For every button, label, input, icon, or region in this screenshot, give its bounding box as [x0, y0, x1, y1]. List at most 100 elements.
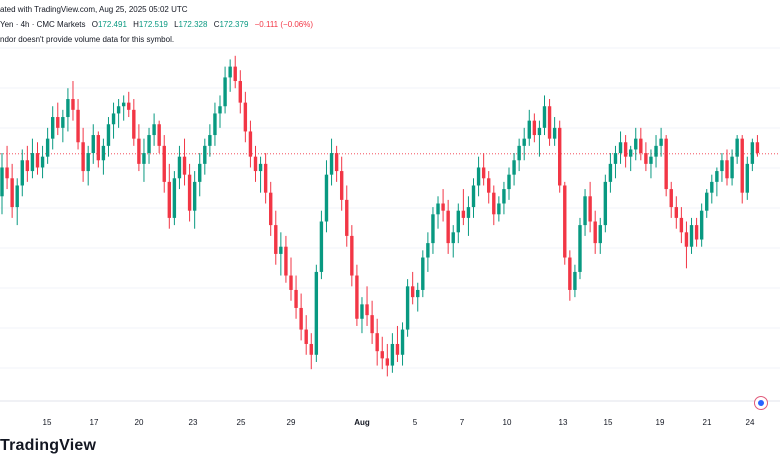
candle-body [309, 343, 313, 355]
candle [233, 55, 237, 89]
candle-body [101, 145, 106, 161]
candle [618, 131, 623, 164]
candle [0, 153, 4, 215]
candle [492, 185, 496, 226]
close-label: C [213, 20, 220, 29]
candle [203, 138, 207, 175]
candle [360, 297, 364, 334]
x-tick-label: 15 [604, 418, 613, 427]
candle-body [111, 113, 116, 125]
header-line-1: ated with TradingView.com, Aug 25, 2025 … [0, 5, 188, 14]
candle [269, 181, 273, 236]
candle-body [91, 135, 95, 154]
x-tick-label: 29 [287, 418, 296, 427]
candle-body [679, 217, 684, 233]
candle-body [588, 196, 592, 222]
candle [319, 210, 324, 280]
candle-body [618, 142, 623, 154]
x-tick-label: Aug [354, 418, 370, 427]
candle-body [613, 153, 618, 164]
candle-body [684, 232, 689, 247]
candle-body [248, 131, 253, 157]
candle-body [705, 192, 709, 211]
candle [339, 156, 344, 211]
candle-body [639, 138, 643, 154]
candle [608, 153, 613, 193]
candle-body [750, 142, 755, 164]
candle-body [192, 181, 197, 211]
candle [51, 106, 55, 150]
candle [91, 124, 95, 164]
candle-body [106, 124, 111, 146]
candle-body [279, 246, 283, 254]
candle [598, 217, 602, 254]
candle-body [502, 189, 506, 204]
x-tick-label: 13 [559, 418, 568, 427]
candle [375, 318, 379, 366]
candle-body [187, 174, 192, 211]
candle [654, 135, 658, 168]
symbol-info[interactable]: Yen · 4h · CMC Markets [0, 20, 86, 29]
candle [309, 333, 313, 370]
candle-body [116, 106, 121, 114]
x-tick-label: 15 [43, 418, 52, 427]
candle-body [517, 145, 521, 161]
candle [56, 102, 60, 136]
candle [476, 156, 481, 197]
candle-body [263, 163, 268, 193]
candle [76, 99, 80, 150]
candle [152, 113, 156, 146]
candle [208, 124, 212, 157]
candle-body [233, 66, 237, 82]
candle [441, 189, 445, 222]
candle [542, 95, 547, 136]
candle-body [725, 160, 729, 179]
candle [365, 286, 369, 326]
avatar-dot [757, 399, 764, 406]
candle-body [86, 153, 90, 172]
symbol-legend[interactable]: Yen · 4h · CMC Markets O172.491 H172.519… [0, 20, 313, 29]
candle [487, 171, 491, 204]
candle-body [740, 138, 744, 193]
candle [563, 181, 567, 265]
candle [628, 145, 633, 172]
candle-body [654, 145, 658, 157]
low-label: L [174, 20, 179, 29]
x-tick-label: 19 [656, 418, 665, 427]
candle [705, 189, 709, 218]
candle-body [634, 138, 638, 150]
candle-body [481, 167, 486, 179]
avatar-icon[interactable] [754, 396, 768, 410]
candle [593, 210, 597, 254]
candle-body [471, 185, 476, 208]
candle [725, 149, 729, 186]
candle-body [152, 124, 156, 136]
candle-body [274, 225, 278, 254]
candle [436, 196, 440, 229]
volume-note-text: ndor doesn't provide volume data for thi… [0, 35, 175, 44]
candle [497, 196, 501, 222]
candle [395, 325, 400, 362]
candle-body [25, 160, 30, 172]
candle-body [167, 181, 172, 218]
candle [40, 145, 45, 179]
candle [177, 145, 182, 190]
candle-body [649, 156, 653, 164]
candle-body [45, 138, 50, 157]
candle-body [410, 286, 415, 298]
candle-body [228, 66, 232, 78]
candle-body [699, 210, 704, 240]
candle [400, 322, 405, 366]
candle [106, 117, 111, 157]
candle-body [147, 135, 151, 154]
candle-body [223, 77, 227, 107]
candle [502, 181, 506, 215]
header-line-2: Yen · 4h · CMC Markets O172.491 H172.519… [0, 20, 313, 29]
candle-body [360, 304, 364, 319]
candle-body [76, 109, 80, 143]
candle [674, 196, 679, 229]
candle [532, 113, 537, 143]
candle [187, 163, 192, 222]
